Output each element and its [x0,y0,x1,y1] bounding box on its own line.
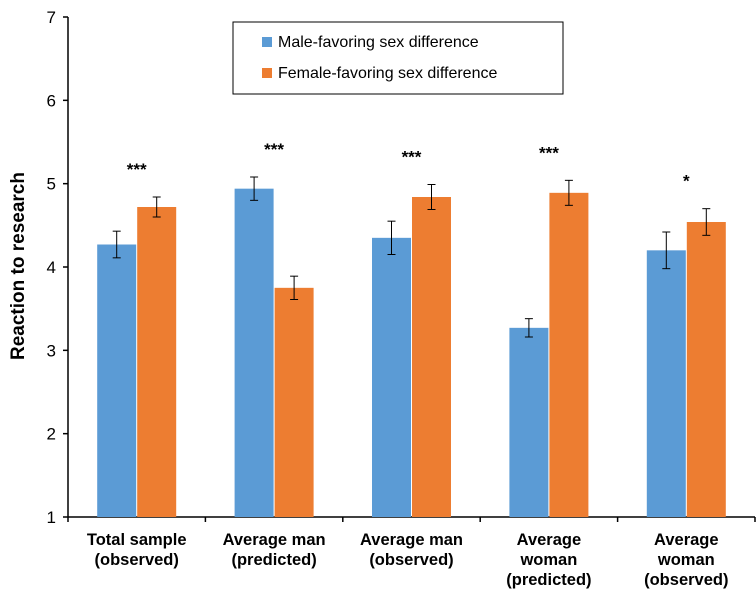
y-tick-label: 2 [47,425,56,444]
bar-female-favoring [686,222,726,517]
bar-female-favoring [274,287,314,517]
x-category-label: Average man (predicted) [223,531,326,569]
significance-label: *** [539,143,559,162]
bar-female-favoring [412,197,451,517]
x-category-label: Average man (observed) [360,531,463,569]
x-category-label-line: Average man [223,531,326,549]
x-category-label-line: (observed) [369,551,453,569]
x-category-label-line: (predicted) [231,551,316,569]
bar-male-favoring [646,250,686,518]
legend-box [232,21,564,95]
legend-label: Male-favoring sex difference [278,34,479,51]
bar-male-favoring [509,327,549,517]
x-category-label-line: (observed) [644,571,728,589]
y-axis-label: Reaction to research [8,172,29,360]
x-category-label-line: (observed) [95,551,179,569]
significance-label: *** [127,160,147,179]
bar-male-favoring [234,188,274,517]
legend-label: Female-favoring sex difference [278,65,497,82]
legend: Male-favoring sex difference Female-favor… [232,21,564,95]
significance-label: *** [264,140,284,159]
x-category-label: Average woman (observed) [644,531,728,589]
bar-male-favoring [372,237,411,518]
legend-swatch-female-favoring [262,68,272,78]
y-tick-label: 5 [47,175,56,194]
x-category-label-line: (predicted) [506,571,591,589]
legend-swatch-male-favoring [262,37,272,47]
y-tick-label: 1 [47,508,56,527]
x-category-label-line: Total sample [87,531,187,549]
bar-female-favoring [137,207,177,517]
y-tick-label: 3 [47,341,56,360]
x-category-label-line: woman [519,551,577,569]
x-category-label: Average woman (predicted) [506,531,591,589]
y-tick-label: 6 [47,91,56,110]
x-category-label: Total sample (observed) [87,531,187,569]
x-category-label-line: Average [654,531,719,549]
y-tick-label: 4 [47,258,56,277]
bar-male-favoring [97,244,137,517]
significance-label: *** [402,148,422,167]
x-category-label-line: Average [517,531,582,549]
y-tick-label: 7 [47,8,56,27]
x-category-label-line: Average man [360,531,463,549]
bar-female-favoring [549,192,589,518]
significance-label: * [683,172,690,191]
plot-area: 1 2 3 4 5 6 7 *** Total sample (observed) *** Avera… [47,8,756,589]
x-category-label-line: woman [657,551,715,569]
